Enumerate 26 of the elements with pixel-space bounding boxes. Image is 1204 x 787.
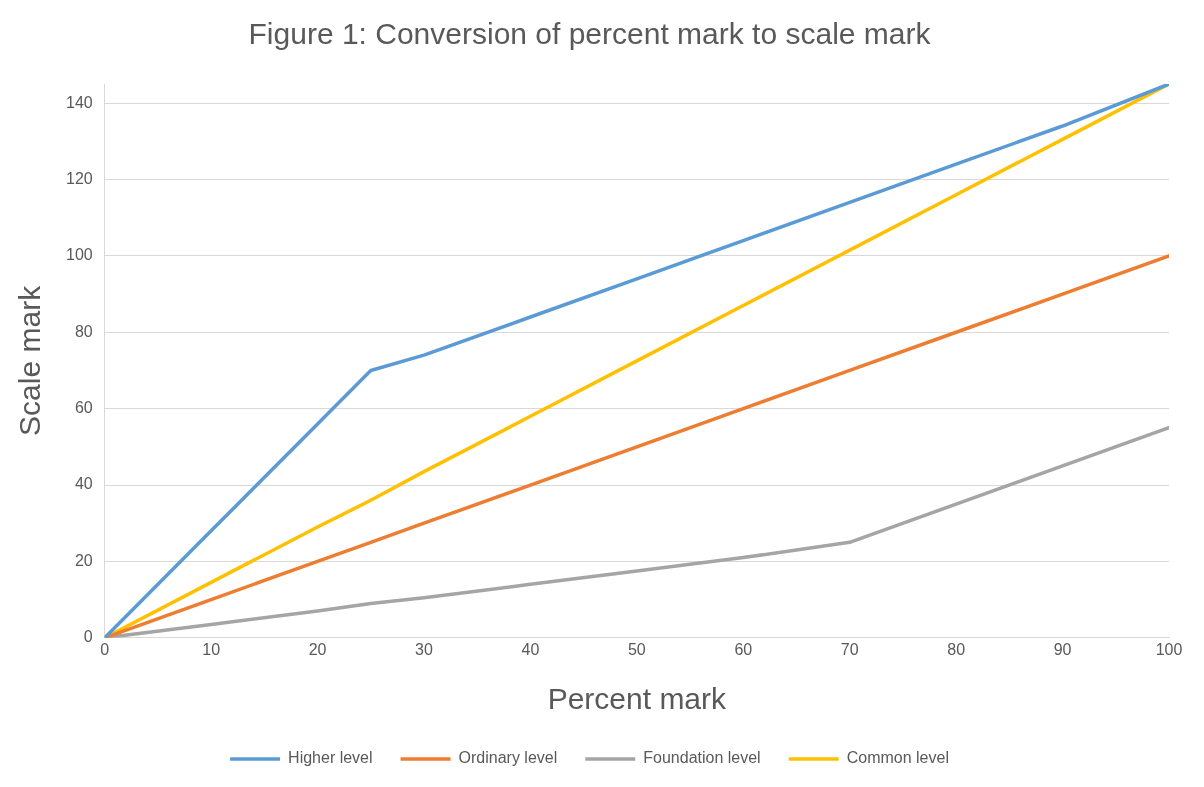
y-tick-label: 120 — [65, 169, 93, 187]
chart-title: Figure 1: Conversion of percent mark to scale mark — [248, 17, 932, 51]
y-tick-label: 60 — [74, 399, 93, 417]
x-tick-label: 30 — [415, 640, 433, 658]
x-tick-label: 0 — [100, 640, 110, 658]
x-tick-label: 80 — [947, 640, 966, 658]
y-tick-label: 0 — [83, 628, 93, 646]
x-tick-label: 60 — [734, 640, 753, 658]
legend-label: Foundation level — [643, 749, 761, 767]
x-axis-title: Percent mark — [547, 682, 728, 716]
x-tick-label: 70 — [840, 640, 859, 658]
y-axis-title: Scale mark — [13, 284, 47, 436]
y-tick-label: 140 — [65, 93, 93, 111]
x-tick-label: 100 — [1155, 640, 1183, 658]
y-tick-label: 80 — [74, 322, 93, 340]
legend-label: Higher level — [288, 749, 373, 767]
legend-label: Ordinary level — [458, 749, 558, 767]
x-tick-label: 50 — [627, 640, 646, 658]
y-tick-label: 40 — [74, 475, 93, 493]
x-tick-label: 10 — [202, 640, 221, 658]
legend-label: Common level — [846, 749, 949, 767]
x-tick-label: 40 — [521, 640, 540, 658]
x-tick-label: 20 — [308, 640, 327, 658]
y-tick-label: 100 — [65, 246, 93, 264]
y-tick-label: 20 — [74, 551, 93, 569]
x-tick-label: 90 — [1053, 640, 1072, 658]
